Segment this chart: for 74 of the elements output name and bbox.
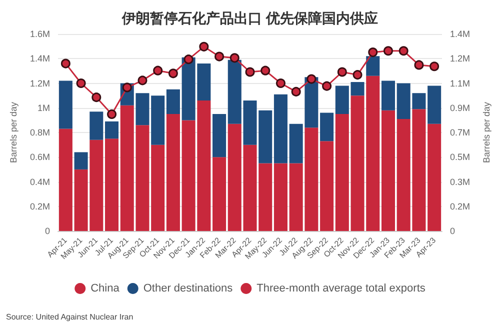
bar: [58, 80, 72, 129]
point: [153, 66, 163, 76]
bar: [166, 114, 180, 231]
bar: [428, 124, 442, 231]
bar: [274, 94, 288, 164]
bar: [212, 157, 226, 231]
point: [245, 67, 255, 77]
point: [199, 42, 209, 52]
point: [60, 58, 70, 68]
y2-tick-label: 0.9M: [450, 102, 470, 113]
point: [398, 46, 408, 56]
y2-tick-label: 0: [450, 226, 456, 236]
point: [122, 82, 132, 92]
bar: [335, 86, 349, 114]
point: [322, 81, 332, 91]
legend-label: China: [90, 282, 120, 294]
legend-label: Three-month average total exports: [256, 282, 426, 294]
bar: [335, 114, 349, 231]
y-axis-title: Barrels per day: [8, 101, 18, 164]
y2-tick-label: 0.7M: [450, 128, 470, 138]
point: [138, 76, 148, 86]
bar: [274, 163, 288, 231]
bar: [428, 86, 442, 124]
point: [107, 109, 117, 119]
point: [276, 78, 286, 88]
point: [184, 54, 194, 64]
point: [352, 70, 362, 80]
bar: [74, 152, 88, 170]
bar: [320, 141, 334, 231]
point: [306, 74, 316, 84]
bar: [166, 89, 180, 114]
y2-tick-label: 0.5M: [450, 152, 470, 162]
bar: [90, 112, 104, 140]
bar: [151, 144, 165, 231]
bar: [105, 121, 119, 139]
point: [384, 46, 393, 56]
point: [230, 53, 240, 63]
legend-label: Other destinations: [143, 282, 234, 294]
bar: [381, 110, 395, 231]
y-tick-label: 0.6M: [30, 152, 50, 162]
bar: [381, 80, 395, 110]
point: [260, 66, 270, 76]
point: [76, 78, 86, 88]
y2-tick-label: 1.4M: [450, 29, 470, 39]
y-tick-label: 1.2M: [30, 78, 50, 88]
bar: [151, 96, 165, 145]
chart-title: 伊朗暂停石化产品出口 优先保障国内供应: [121, 10, 378, 26]
bar: [320, 112, 334, 142]
y-tick-label: 0.8M: [30, 128, 50, 138]
source-note: Source: United Against Nuclear Iran: [6, 312, 134, 322]
y-tick-label: 1.6M: [30, 29, 50, 39]
y-tick-label: 0: [44, 226, 50, 236]
point: [168, 68, 178, 78]
point: [291, 86, 301, 96]
point: [368, 48, 378, 58]
bar: [212, 114, 226, 158]
y-tick-label: 1.4M: [30, 54, 50, 64]
point: [92, 92, 102, 102]
point: [430, 62, 440, 72]
point: [214, 52, 224, 62]
y2-tick-label: 0.2M: [450, 201, 470, 212]
point: [414, 60, 424, 70]
point: [337, 67, 347, 77]
y2-axis-title: Barrels per day: [482, 101, 492, 164]
y-tick-label: 0.2M: [30, 201, 50, 212]
y2-tick-label: 1.2M: [450, 54, 470, 64]
y2-tick-label: 1.1M: [450, 78, 470, 88]
bar: [58, 128, 72, 231]
y-tick-label: 1M: [37, 102, 50, 113]
y2-tick-label: 0.3M: [450, 176, 470, 187]
bar: [366, 56, 380, 76]
bar: [105, 138, 119, 231]
y-tick-label: 0.4M: [30, 176, 50, 187]
bar: [350, 82, 364, 96]
